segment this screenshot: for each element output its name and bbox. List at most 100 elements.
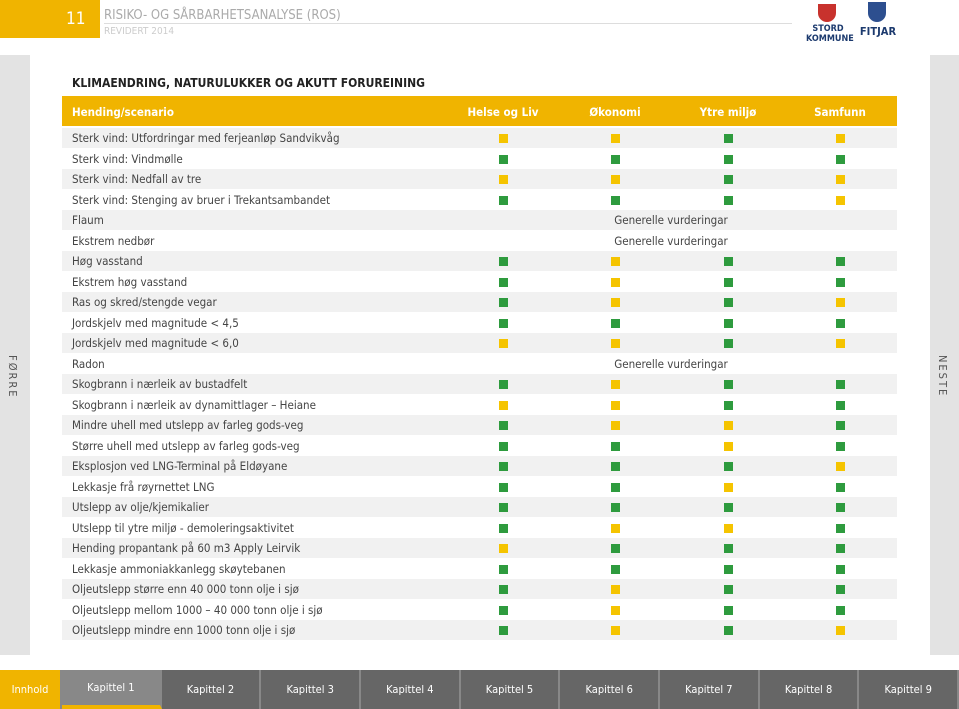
nav-item[interactable]: Kapittel 6 (560, 670, 661, 709)
prev-label[interactable]: FØRRE (6, 355, 19, 399)
rating-square (836, 298, 845, 307)
rating-square (611, 626, 620, 635)
rating-square (499, 257, 508, 266)
rating-square (836, 380, 845, 389)
rating-square (499, 154, 508, 164)
rating-square (836, 441, 845, 451)
rating-square (499, 421, 508, 430)
rating-square (611, 441, 620, 451)
table-row: Større uhell med utslepp av farleg gods-… (62, 435, 897, 456)
table-row: Sterk vind: Nedfall av tre (62, 169, 897, 189)
row-label: Eksplosjon ved LNG-Terminal på Eldøyane (72, 459, 288, 473)
rating-square (499, 318, 508, 328)
rating-square (611, 523, 620, 533)
row-label: Oljeutslepp mellom 1000 – 40 000 tonn ol… (72, 602, 323, 617)
row-label: Sterk vind: Utfordringar med ferjeanløp … (72, 131, 340, 145)
next-label[interactable]: NESTE (936, 355, 949, 398)
row-label: Hending propantank på 60 m3 Apply Leirvi… (72, 541, 301, 555)
rating-square (611, 380, 620, 389)
nav-item[interactable]: Kapittel 4 (361, 670, 461, 709)
table-row: Jordskjelv med magnitude < 4,5 (62, 312, 897, 333)
table-header: Hending/scenario Helse og Liv Økonomi Ytre … (62, 96, 897, 126)
rating-square (499, 482, 508, 492)
nav-bar: Innhold Kapittel 1 Kapittel 2 Kapittel 3 Kap… (0, 670, 959, 709)
table-row: Sterk vind: Utfordringar med ferjeanløp … (62, 128, 897, 148)
rating-square (836, 564, 845, 574)
nav-item[interactable]: Kapittel 5 (461, 670, 561, 709)
table-row: Flaum Generelle vurderingar (62, 210, 897, 230)
section-title: KLIMAENDRING, NATURULUKKER OG AKUTT FORU… (72, 76, 425, 90)
table-row: Oljeutslepp større enn 40 000 tonn olje … (62, 579, 897, 599)
table-row: Skogbrann i nærleik av dynamittlager – H… (62, 394, 897, 415)
rating-square (836, 462, 845, 471)
header-cell: Ytre miljø (699, 105, 757, 119)
rating-square (836, 134, 845, 143)
table-row: Mindre uhell med utslepp av farleg gods-… (62, 415, 897, 435)
rating-square (724, 503, 733, 512)
divider (104, 23, 792, 24)
row-note: Generelle vurderingar (614, 213, 728, 227)
rating-square (611, 277, 620, 287)
rating-square (611, 421, 620, 430)
table-row: Oljeutslepp mindre enn 1000 tonn olje i … (62, 620, 897, 640)
rating-square (724, 154, 733, 164)
row-label: Jordskjelv med magnitude < 6,0 (72, 336, 239, 350)
nav-item[interactable]: Kapittel 2 (162, 670, 262, 709)
table-row: Sterk vind: Vindmølle (62, 148, 897, 169)
next-bar[interactable] (930, 55, 959, 655)
rating-square (611, 605, 620, 615)
table-row: Eksplosjon ved LNG-Terminal på Eldøyane (62, 456, 897, 476)
rating-square (836, 421, 845, 430)
rating-square (836, 277, 845, 287)
rating-square (724, 585, 733, 594)
table-row: Oljeutslepp mellom 1000 – 40 000 tonn ol… (62, 599, 897, 620)
table-row: Utslepp av olje/kjemikalier (62, 497, 897, 517)
rating-square (836, 257, 845, 266)
nav-item[interactable]: Innhold (0, 670, 62, 709)
nav-item[interactable]: Kapittel 9 (859, 670, 959, 709)
nav-item[interactable]: Kapittel 7 (660, 670, 760, 709)
rating-square (836, 154, 845, 164)
rating-square (499, 462, 508, 471)
table-row: Skogbrann i nærleik av bustadfelt (62, 374, 897, 394)
rating-square (836, 339, 845, 348)
header-cell: Økonomi (589, 105, 641, 119)
rating-square (724, 277, 733, 287)
table-row: Lekkasje frå røyrnettet LNG (62, 476, 897, 497)
table-row: Ekstrem høg vasstand (62, 271, 897, 292)
nav-item[interactable]: Kapittel 1 (62, 670, 162, 709)
row-label: Ekstrem høg vasstand (72, 274, 188, 289)
rating-square (836, 523, 845, 533)
rating-square (836, 626, 845, 635)
row-label: Større uhell med utslepp av farleg gods-… (72, 438, 300, 453)
rating-square (724, 605, 733, 615)
doc-subtitle: REVIDERT 2014 (104, 26, 175, 37)
rating-square (724, 318, 733, 328)
rating-square (499, 298, 508, 307)
table-row: Hending propantank på 60 m3 Apply Leirvi… (62, 538, 897, 558)
row-label: Sterk vind: Stenging av bruer i Trekants… (72, 192, 331, 207)
row-label: Skogbrann i nærleik av dynamittlager – H… (72, 397, 316, 412)
table-row: Radon Generelle vurderingar (62, 353, 897, 374)
rating-square (611, 318, 620, 328)
rating-square (499, 605, 508, 615)
table-row: Ras og skred/stengde vegar (62, 292, 897, 312)
logo-stord: STORD KOMMUNE (806, 24, 854, 44)
rating-square (499, 195, 508, 205)
prev-bar[interactable] (0, 55, 30, 655)
table-row: Høg vasstand (62, 251, 897, 271)
row-label: Ekstrem nedbør (72, 233, 155, 248)
nav-item[interactable]: Kapittel 3 (261, 670, 362, 709)
rating-square (611, 462, 620, 471)
table-row: Ekstrem nedbør Generelle vurderingar (62, 230, 897, 251)
row-label: Utslepp av olje/kjemikalier (72, 500, 210, 514)
rating-square (611, 154, 620, 164)
row-label: Oljeutslepp større enn 40 000 tonn olje … (72, 582, 299, 596)
rating-square (499, 175, 508, 184)
logo-fitjar: FITJAR (859, 25, 897, 38)
rating-square (724, 482, 733, 492)
rating-square (724, 257, 733, 266)
rating-square (611, 257, 620, 266)
nav-item[interactable]: Kapittel 8 (760, 670, 860, 709)
